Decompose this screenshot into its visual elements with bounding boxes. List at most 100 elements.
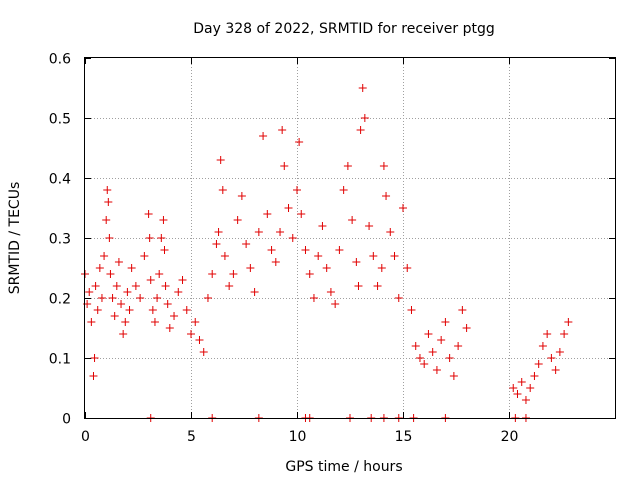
data-point <box>445 354 454 362</box>
data-point <box>509 384 518 392</box>
data-point <box>104 198 113 206</box>
data-point <box>318 222 327 230</box>
data-point <box>331 300 340 308</box>
data-point <box>555 348 564 356</box>
data-point <box>543 330 552 338</box>
y-tick-label: 0.2 <box>49 292 71 308</box>
data-point <box>280 162 289 170</box>
data-point <box>157 234 166 242</box>
data-point <box>89 372 98 380</box>
data-point <box>145 234 154 242</box>
data-point <box>513 390 522 398</box>
y-axis-title: SRMTID / TECUs <box>7 182 23 295</box>
data-point <box>127 264 136 272</box>
data-point <box>293 186 301 194</box>
data-point <box>358 84 367 92</box>
data-point <box>339 186 348 194</box>
chart-title: Day 328 of 2022, SRMTID for receiver ptg… <box>193 21 495 37</box>
data-point <box>237 192 246 200</box>
data-point <box>295 138 304 146</box>
data-point <box>199 348 208 356</box>
x-tick-label: 0 <box>81 429 90 445</box>
data-point <box>458 306 467 314</box>
x-tick-label: 20 <box>501 429 519 445</box>
data-point <box>103 186 112 194</box>
data-point <box>521 396 530 404</box>
axis-ticks: 0 5 10 15 20 0 0.1 0.2 0.3 0.4 0.5 0.6 <box>49 52 615 445</box>
data-point <box>369 252 378 260</box>
data-point <box>87 318 96 326</box>
data-point <box>225 282 234 290</box>
data-point <box>424 330 433 338</box>
data-point <box>159 216 168 224</box>
data-point <box>560 330 569 338</box>
data-point <box>267 246 276 254</box>
data-point <box>441 318 450 326</box>
y-tick-label: 0.4 <box>49 172 71 188</box>
data-point <box>140 252 149 260</box>
data-point <box>242 240 251 248</box>
data-point <box>110 312 119 320</box>
x-axis-title: GPS time / hours <box>285 459 402 475</box>
data-point <box>348 216 357 224</box>
data-point <box>148 306 157 314</box>
data-point <box>161 282 170 290</box>
x-tick-label: 10 <box>289 429 307 445</box>
data-point <box>254 228 263 236</box>
data-point <box>102 216 111 224</box>
x-tick-label: 15 <box>395 429 413 445</box>
data-point <box>407 306 416 314</box>
data-point <box>106 270 115 278</box>
data-point <box>301 246 310 254</box>
data-point <box>297 210 306 218</box>
data-point <box>160 246 169 254</box>
data-point <box>187 330 195 338</box>
data-point <box>403 264 412 272</box>
data-point <box>411 342 420 350</box>
data-point <box>415 354 424 362</box>
data-point <box>85 288 94 296</box>
data-point <box>131 282 140 290</box>
y-tick-label: 0 <box>62 412 71 428</box>
data-point <box>108 294 117 302</box>
data-point <box>136 294 145 302</box>
data-point <box>229 270 238 278</box>
data-point <box>547 354 556 362</box>
data-point <box>382 192 391 200</box>
data-point <box>117 300 126 308</box>
data-point <box>91 282 100 290</box>
data-point <box>233 216 242 224</box>
data-point <box>462 324 471 332</box>
data-point <box>218 186 227 194</box>
data-point <box>153 294 162 302</box>
data-point <box>112 282 121 290</box>
data-point <box>271 258 280 266</box>
data-point <box>97 294 106 302</box>
data-point <box>284 204 293 212</box>
y-tick-label: 0.1 <box>49 352 71 368</box>
data-point <box>437 336 446 344</box>
data-point <box>373 282 382 290</box>
data-point <box>208 270 217 278</box>
data-point <box>288 234 297 242</box>
data-point <box>163 300 172 308</box>
data-point <box>105 234 114 242</box>
data-point <box>354 282 363 290</box>
data-point <box>95 264 104 272</box>
data-point <box>250 288 259 296</box>
data-point <box>278 126 287 134</box>
data-point <box>432 366 441 374</box>
data-point <box>203 294 212 302</box>
data-point <box>220 252 229 260</box>
data-point <box>326 288 335 296</box>
y-tick-label: 0.5 <box>49 112 71 128</box>
data-point <box>377 264 386 272</box>
data-point <box>263 210 272 218</box>
data-point <box>322 264 331 272</box>
data-point <box>538 342 547 350</box>
data-point <box>379 162 388 170</box>
x-tick-label: 5 <box>187 429 196 445</box>
data-point <box>526 384 535 392</box>
data-point <box>114 258 123 266</box>
